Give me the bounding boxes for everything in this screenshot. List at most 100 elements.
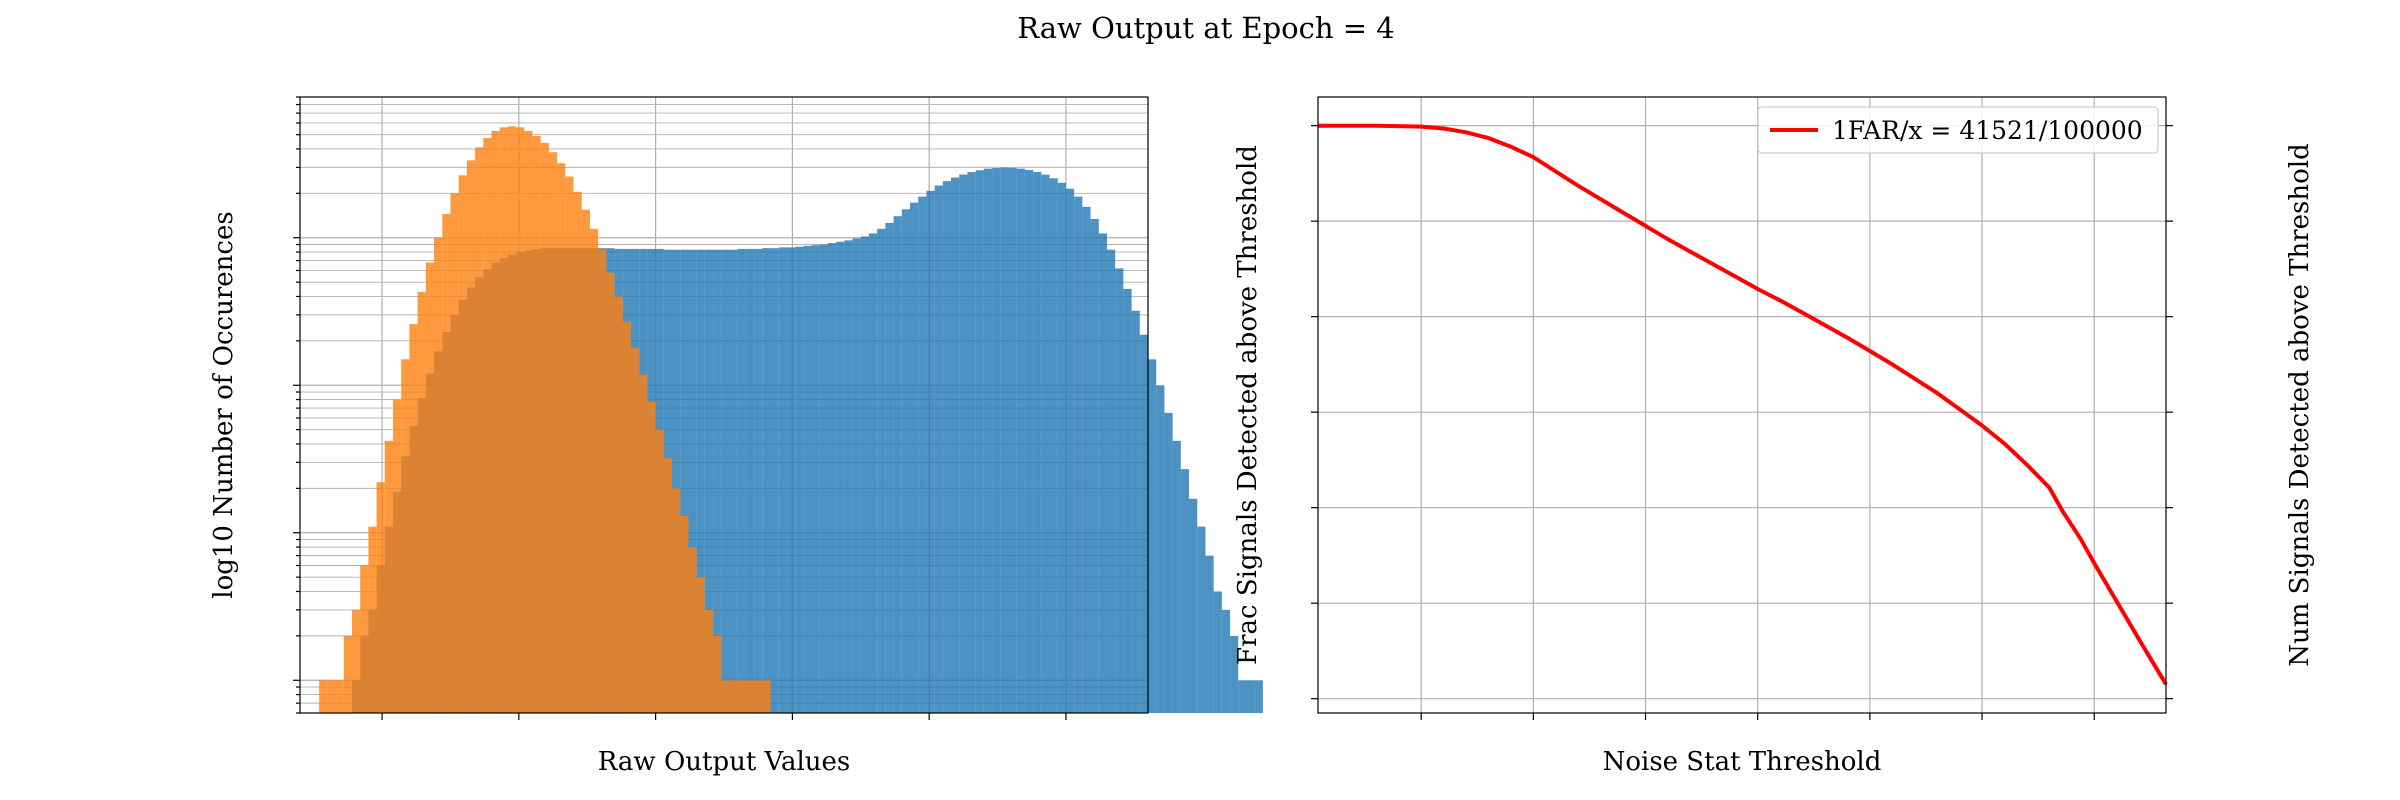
histogram-bar-signal [1033,172,1042,713]
histogram-bar-noise [507,126,517,713]
histogram-bar-signal [1024,169,1034,713]
histogram-bar-noise [442,213,451,713]
histogram-bar-signal [901,209,911,714]
histogram-bar-signal [942,181,952,714]
histogram-bar-noise [581,209,590,713]
curve-lines [1318,123,2168,686]
histogram-bar-signal [713,249,722,713]
histogram-bar-signal [1221,609,1231,713]
histogram-bar-noise [762,680,771,713]
histogram-bar-signal [1172,440,1181,713]
histogram-bar-signal [745,248,755,713]
curve-y-axis-label: Frac Signals Detected above Threshold [1233,145,1263,665]
histogram-bar-noise [368,526,377,713]
histogram-bar-signal [885,222,894,713]
histogram-bar-noise [532,135,541,713]
histogram-bar-noise [540,142,549,713]
histogram-bar-signal [1008,167,1017,714]
histogram-bar-signal [803,245,812,714]
curve-grid [1318,97,2166,713]
detection-curve-panel: Noise Stat Threshold Frac Signals Detect… [1233,96,2315,777]
histogram-ticks [293,96,1067,720]
histogram-bar-signal [754,248,763,713]
histogram-bar-noise [573,191,582,713]
histogram-bar-signal [1164,412,1173,713]
histogram-bar-noise [639,374,648,713]
histogram-bar-signal [1230,635,1239,713]
histogram-bar-noise [647,402,656,713]
histogram-bar-signal [910,202,919,713]
histogram-bar-noise [688,547,697,713]
histogram-y-axis-label: log10 Number of Occurences [209,211,239,598]
histogram-bar-noise [384,440,394,713]
histogram-bar-noise [589,228,599,713]
histogram-bar-noise [319,680,328,713]
histogram-bar-noise [376,482,385,713]
histogram-bar-noise [548,152,558,713]
legend: 1FAR/x = 41521/100000 [1757,106,2159,154]
histogram-bar-signal [1189,498,1198,713]
histogram-x-axis-label: Raw Output Values [598,747,850,777]
histogram-bar-signal [729,249,738,713]
histogram-bar-signal [1090,219,1099,714]
histogram-bar-signal [967,172,976,713]
histogram-bar-signal [696,249,705,713]
histogram-bar-signal [737,248,746,713]
histogram-bar-signal [778,247,787,713]
histogram-bar-signal [1213,591,1222,713]
histogram-bar-signal [836,241,845,713]
histogram-bar-noise [516,127,525,713]
histogram-bar-signal [1197,526,1206,713]
histogram-bar-noise [343,635,352,713]
histogram-bar-signal [918,196,927,713]
histogram-bar-noise [606,272,615,713]
curve-series-line [1318,123,2168,686]
histogram-bar-noise [483,137,492,713]
histogram-bar-noise [630,347,640,713]
histogram-bar-signal [1205,555,1214,713]
legend-label: 1FAR/x = 41521/100000 [1832,116,2143,145]
histogram-bar-signal [975,170,984,714]
histogram-bar-noise [713,635,722,713]
histogram-bar-noise [491,130,500,714]
histogram-bar-noise [351,609,361,713]
histogram-bar-noise [614,296,623,713]
histogram-bar-noise [335,680,344,713]
histogram-bar-signal [1156,385,1165,713]
histogram-bar-signal [983,168,993,714]
histogram-bar-signal [827,243,837,713]
histogram-bar-noise [745,680,755,713]
histogram-bar-signal [1180,469,1190,713]
histogram-bar-signal [786,247,796,713]
curve-ticks [1311,125,2173,720]
legend-box [1757,106,2159,154]
histogram-bar-signal [1148,359,1157,713]
histogram-bar-signal [852,238,861,713]
histogram-bar-signal [1098,233,1107,713]
histogram-bar-noise [401,359,410,713]
histogram-bar-signal [1246,680,1255,713]
histogram-bar-noise [524,130,533,714]
histogram-bar-noise [663,458,673,713]
histogram-bar-signal [1238,680,1247,713]
histogram-bar-noise [565,176,574,713]
histogram-bar-signal [959,174,968,713]
histogram-bar-noise [754,680,763,713]
histogram-bar-noise [655,429,664,713]
histogram-bar-signal [819,244,828,713]
histogram-bar-noise [721,680,730,713]
histogram-bar-signal [1139,334,1148,713]
histogram-bar-noise [737,680,746,713]
histogram-bar-signal [1131,310,1140,713]
histogram-bar-signal [1254,680,1263,713]
histogram-bar-noise [598,249,607,713]
histogram-bar-noise [393,399,402,713]
histogram-bar-noise [409,324,418,713]
histogram-bar-signal [951,177,960,714]
histogram-bar-signal [672,249,681,713]
histogram-bar-signal [1057,182,1066,713]
histogram-bar-signal [1049,178,1058,713]
histogram-bar-signal [1016,168,1025,714]
histogram-bar-signal [877,228,886,713]
